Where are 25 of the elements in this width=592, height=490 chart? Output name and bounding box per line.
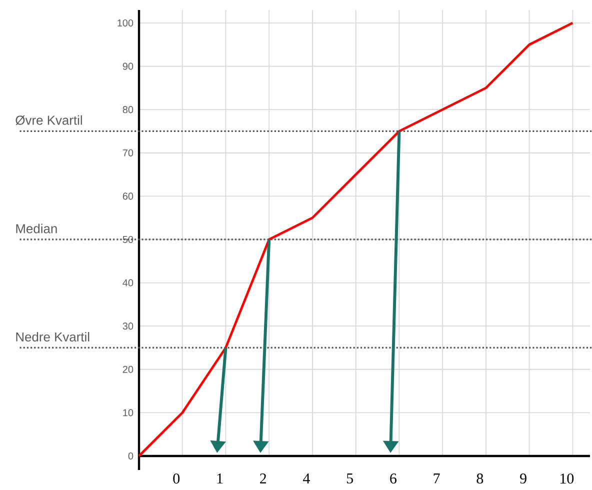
x-tick-label: 2 [260,474,266,484]
x-tick-label: 10 [560,474,574,484]
y-tick-label: 10 [123,409,134,416]
x-tick-label: 5 [346,474,353,484]
y-tick-label: 90 [122,62,134,70]
y-tick-label: 20 [122,366,134,373]
x-tick-label: 6 [390,474,396,484]
line-series [138,22,574,458]
y-tick-label: 100 [118,19,134,26]
ref-line-label: Median [16,224,57,234]
x-tick-label: 9 [520,474,526,484]
ref-line-label: Nedre Kvartil [16,332,90,342]
x-tick-label: 7 [434,474,440,484]
ref-line-label: Øvre Kvartil [16,115,82,126]
y-tick-label: 70 [122,149,134,156]
y-tick-label: 30 [122,322,134,330]
y-tick-label: 50 [122,236,134,244]
x-tick-label: 0 [173,474,180,484]
y-tick-label: 40 [122,279,134,286]
x-tick-label: 1 [217,474,223,484]
y-tick-label: 0 [128,452,134,460]
y-tick-label: 80 [122,106,134,114]
x-tick-label: 4 [303,474,310,484]
x-tick-label: 8 [476,474,484,484]
y-tick-label: 60 [122,192,134,200]
